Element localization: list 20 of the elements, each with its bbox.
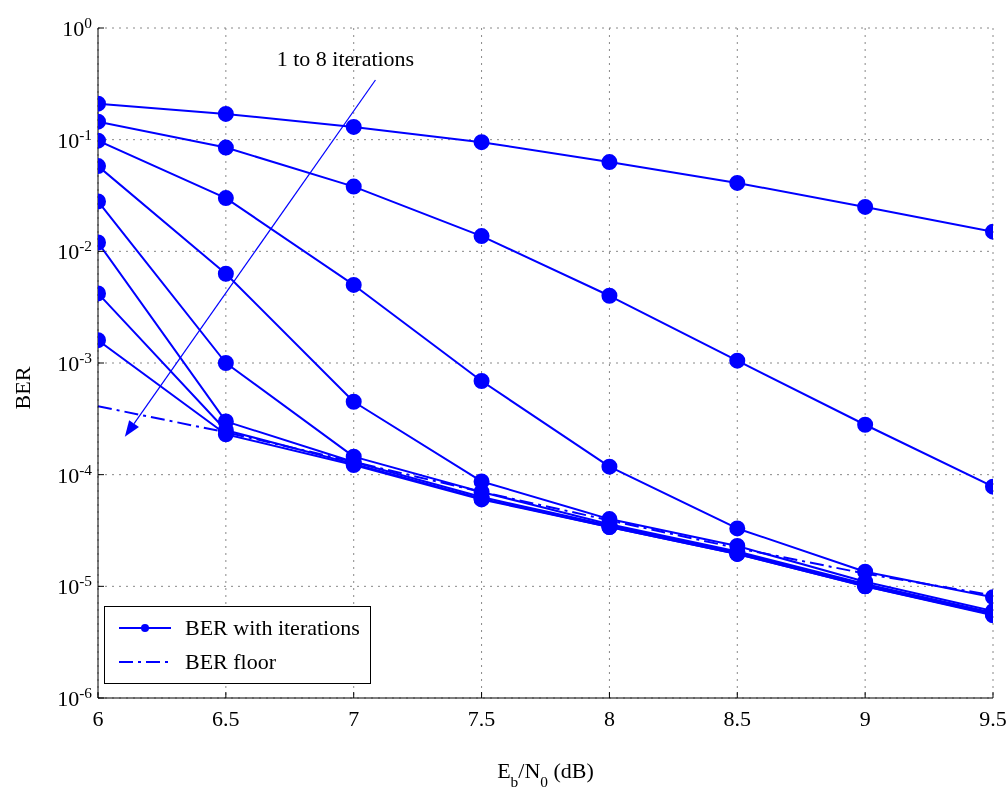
y-axis-title: BER xyxy=(10,366,35,410)
legend-label: BER with iterations xyxy=(185,615,360,641)
y-tick-label: 10$^{-4}$ xyxy=(57,460,93,488)
x-tick-label: 7.5 xyxy=(467,706,496,731)
x-tick-label: 6 xyxy=(92,706,104,731)
x-tick-label: 6.5 xyxy=(212,706,240,731)
x-axis-title: E$_{b}$/N$_{0}$ (dB) xyxy=(497,758,594,790)
x-tick-label: 9.5 xyxy=(979,706,1007,731)
x-tick-label: 8.5 xyxy=(723,706,752,731)
y-tick-label: 10$^{-6}$ xyxy=(57,683,93,711)
y-tick-label: 10$^{-1}$ xyxy=(57,125,92,153)
legend-label: BER floor xyxy=(185,649,277,675)
y-tick-label: 10$^{0}$ xyxy=(62,13,93,41)
x-tick-label: 7 xyxy=(348,706,360,731)
annotation: 1 to 8 iterations xyxy=(276,46,415,71)
y-tick-label: 10$^{-3}$ xyxy=(57,348,93,376)
y-tick-label: 10$^{-5}$ xyxy=(57,571,93,600)
x-tick-label: 8 xyxy=(603,706,615,731)
x-tick-label: 9 xyxy=(859,706,871,731)
y-tick-label: 10$^{-2}$ xyxy=(57,236,92,265)
